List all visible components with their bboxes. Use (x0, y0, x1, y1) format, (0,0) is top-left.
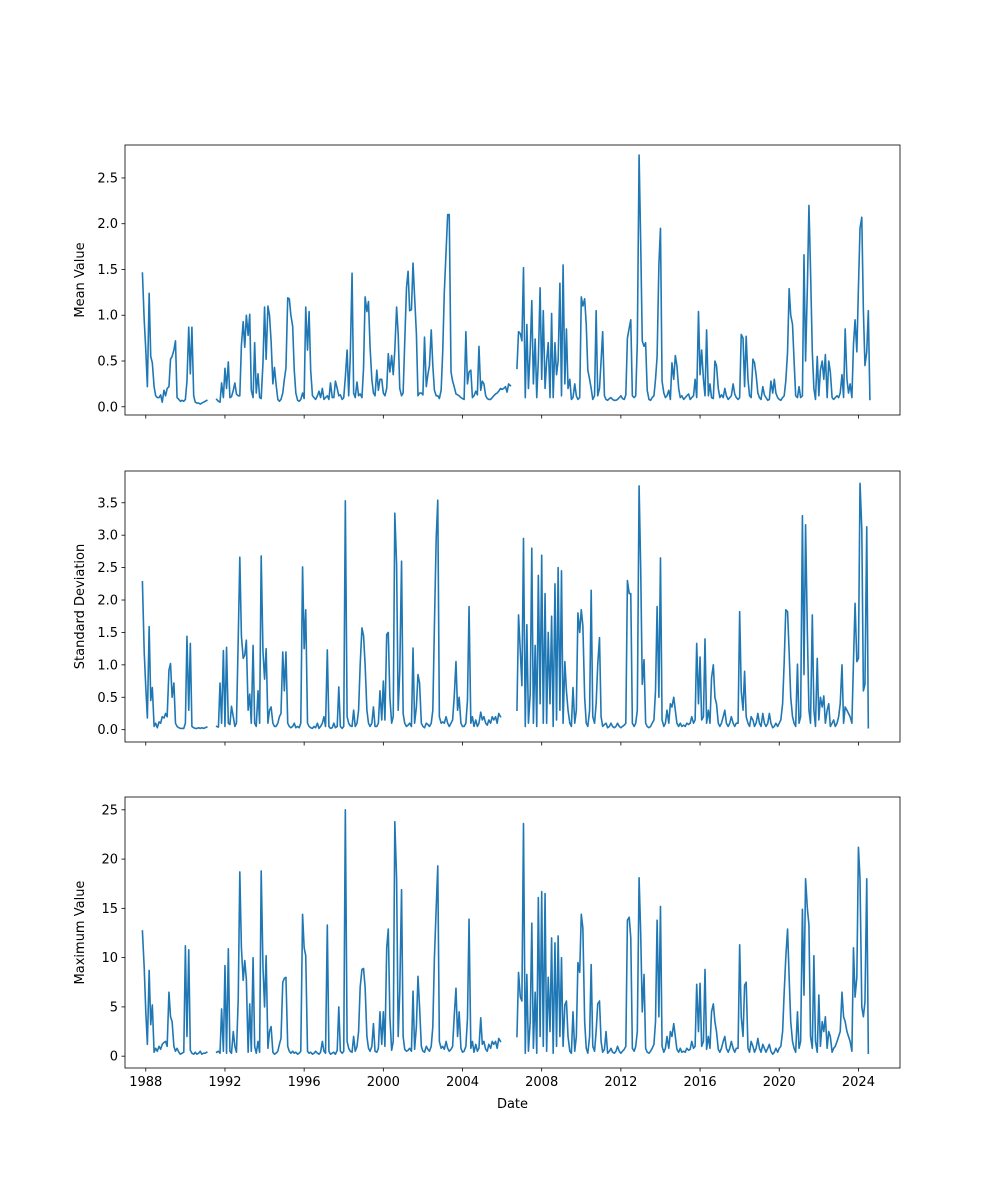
axes-frame (124, 470, 901, 743)
y-tick-label: 2.5 (97, 171, 118, 186)
y-tick-label: 3.5 (97, 496, 118, 511)
series-line-segment-1 (141, 930, 208, 1055)
y-tick-label: 20 (101, 853, 118, 868)
x-tick-label: 2008 (525, 1075, 558, 1090)
series-line-segment-2 (215, 809, 502, 1055)
series-line-segment-1 (141, 581, 208, 730)
y-tick-label: 1.0 (97, 309, 118, 324)
x-tick-label: 2012 (604, 1075, 637, 1090)
x-tick-label: 1996 (288, 1075, 321, 1090)
y-tick-label: 1.5 (97, 263, 118, 278)
y-tick-label: 0.0 (97, 400, 118, 415)
series-line-segment-2 (215, 499, 502, 730)
axes-frame (124, 144, 901, 416)
axes-frame (124, 796, 901, 1069)
y-axis-label: Standard Deviation (73, 544, 88, 669)
x-tick-label: 1992 (208, 1075, 241, 1090)
y-tick-label: 15 (101, 902, 118, 917)
subplot-2: 0.0 0.5 1.0 1.5 2.0 2.5 3.0 3.5 Standard Deviati… (73, 470, 901, 746)
subplot-3: 0 5 10 15 20 25 1988 1992 1996 2000 2004 2008 2012 20… (73, 796, 901, 1112)
series-line-segment-2 (215, 213, 512, 403)
y-tick-label: 0.5 (97, 355, 118, 370)
y-tick-label: 1.0 (97, 658, 118, 673)
x-tick-label: 2020 (763, 1075, 796, 1090)
x-axis-label: Date (497, 1097, 528, 1112)
y-tick-label: 0.5 (97, 691, 118, 706)
series-line-segment-3 (516, 154, 871, 402)
x-tick-label: 2000 (367, 1075, 400, 1090)
x-tick-label: 2024 (842, 1075, 875, 1090)
y-tick-label: 2.0 (97, 594, 118, 609)
y-axis-label: Mean Value (73, 242, 88, 317)
y-tick-label: 0 (110, 1050, 118, 1065)
y-tick-label: 2.0 (97, 217, 118, 232)
y-tick-label: 1.5 (97, 626, 118, 641)
x-tick-label: 1988 (129, 1075, 162, 1090)
y-tick-label: 5 (110, 1000, 118, 1015)
series-line-segment-1 (141, 272, 208, 405)
x-tick-label: 2004 (446, 1075, 479, 1090)
subplot-1: 0.0 0.5 1.0 1.5 2.0 2.5 Mean Value (73, 144, 901, 419)
series-line-segment-3 (516, 482, 870, 729)
y-tick-label: 0.0 (97, 723, 118, 738)
y-tick-label: 3.0 (97, 529, 118, 544)
series-line-segment-3 (516, 822, 870, 1055)
y-tick-label: 25 (101, 803, 118, 818)
y-tick-label: 2.5 (97, 561, 118, 576)
y-axis-label: Maximum Value (73, 881, 88, 985)
y-tick-label: 10 (101, 951, 118, 966)
x-tick-label: 2016 (684, 1075, 717, 1090)
